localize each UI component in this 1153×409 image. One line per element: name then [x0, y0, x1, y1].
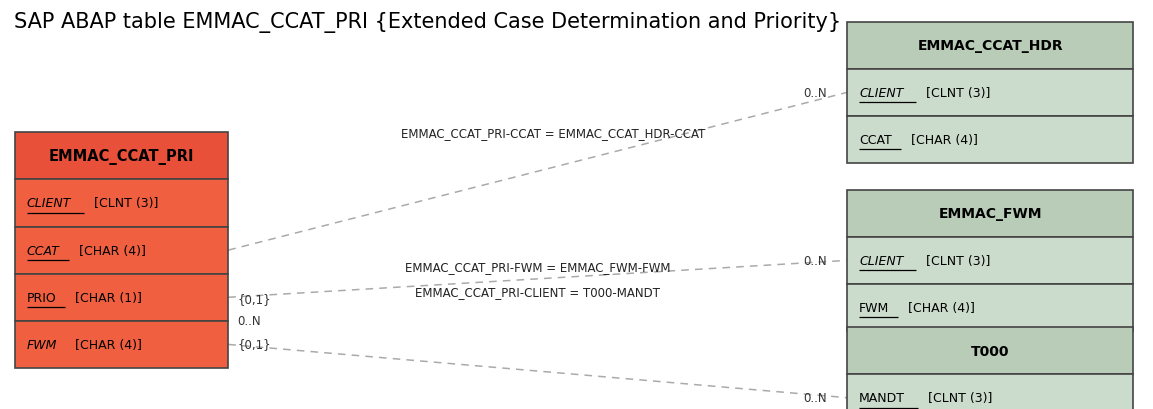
Text: CLIENT: CLIENT — [859, 254, 903, 267]
Text: EMMAC_CCAT_PRI-CCAT = EMMAC_CCAT_HDR-CCAT: EMMAC_CCAT_PRI-CCAT = EMMAC_CCAT_HDR-CCA… — [401, 126, 706, 139]
Text: EMMAC_CCAT_PRI-CLIENT = T000-MANDT: EMMAC_CCAT_PRI-CLIENT = T000-MANDT — [415, 285, 661, 298]
Text: CCAT: CCAT — [859, 134, 891, 146]
Text: [CHAR (4)]: [CHAR (4)] — [904, 301, 974, 314]
Text: [CHAR (4)]: [CHAR (4)] — [71, 338, 142, 351]
Text: EMMAC_CCAT_PRI: EMMAC_CCAT_PRI — [48, 148, 195, 164]
FancyBboxPatch shape — [15, 133, 228, 180]
Text: {0,1}: {0,1} — [238, 292, 271, 305]
Text: EMMAC_FWM: EMMAC_FWM — [939, 207, 1042, 221]
FancyBboxPatch shape — [15, 274, 228, 321]
Text: [CLNT (3)]: [CLNT (3)] — [924, 391, 993, 404]
Text: [CHAR (4)]: [CHAR (4)] — [75, 244, 145, 257]
Text: 0..N: 0..N — [804, 87, 827, 99]
Text: CCAT: CCAT — [27, 244, 59, 257]
Text: [CHAR (1)]: [CHAR (1)] — [70, 291, 142, 304]
Text: FWM: FWM — [859, 301, 889, 314]
FancyBboxPatch shape — [847, 237, 1133, 284]
FancyBboxPatch shape — [847, 70, 1133, 117]
FancyBboxPatch shape — [15, 180, 228, 227]
FancyBboxPatch shape — [847, 327, 1133, 374]
FancyBboxPatch shape — [15, 227, 228, 274]
Text: 0..N: 0..N — [804, 391, 827, 404]
Text: FWM: FWM — [27, 338, 56, 351]
FancyBboxPatch shape — [847, 190, 1133, 237]
Text: MANDT: MANDT — [859, 391, 905, 404]
FancyBboxPatch shape — [15, 321, 228, 368]
Text: [CLNT (3)]: [CLNT (3)] — [922, 254, 990, 267]
Text: SAP ABAP table EMMAC_CCAT_PRI {Extended Case Determination and Priority}: SAP ABAP table EMMAC_CCAT_PRI {Extended … — [14, 12, 841, 33]
Text: {0,1}: {0,1} — [238, 337, 271, 350]
Text: 0..N: 0..N — [804, 254, 827, 267]
Text: 0..N: 0..N — [238, 315, 261, 328]
Text: [CLNT (3)]: [CLNT (3)] — [90, 197, 158, 210]
FancyBboxPatch shape — [847, 117, 1133, 164]
Text: EMMAC_CCAT_PRI-FWM = EMMAC_FWM-FWM: EMMAC_CCAT_PRI-FWM = EMMAC_FWM-FWM — [405, 261, 671, 273]
Text: T000: T000 — [971, 344, 1010, 358]
Text: CLIENT: CLIENT — [859, 87, 903, 99]
FancyBboxPatch shape — [847, 284, 1133, 331]
Text: EMMAC_CCAT_HDR: EMMAC_CCAT_HDR — [918, 39, 1063, 53]
Text: [CLNT (3)]: [CLNT (3)] — [922, 87, 990, 99]
Text: CLIENT: CLIENT — [27, 197, 70, 210]
FancyBboxPatch shape — [847, 22, 1133, 70]
Text: PRIO: PRIO — [27, 291, 56, 304]
Text: [CHAR (4)]: [CHAR (4)] — [907, 134, 978, 146]
FancyBboxPatch shape — [847, 374, 1133, 409]
